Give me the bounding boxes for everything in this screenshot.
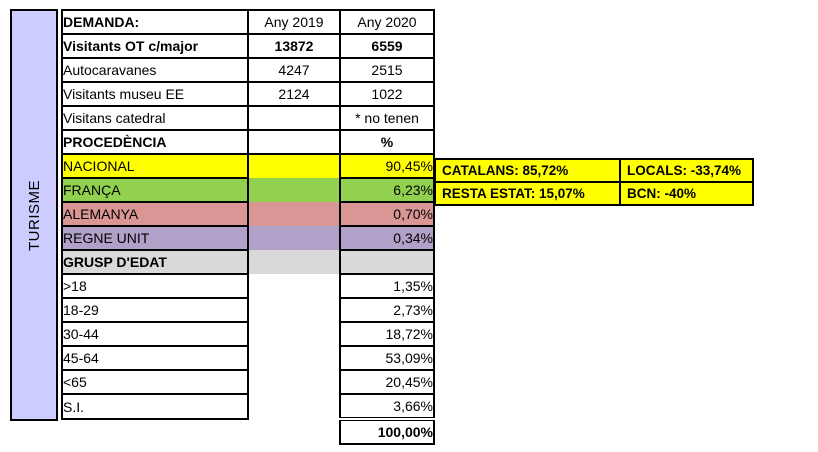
cell-procedencia-label: PROCEDÈNCIA [61,129,249,155]
row-age-si: S.I. 3,66% [61,393,435,420]
row-visitants-ot: Visitants OT c/major 13872 6559 [61,33,435,59]
cell-alemanya-2019 [247,202,341,226]
cell-grusp-label: GRUSP D'EDAT [61,249,249,275]
cell-30-44-2020: 18,72% [339,321,435,347]
demand-table: DEMANDA: Any 2019 Any 2020 Visitants OT … [61,9,435,445]
cell-45-64-2020: 53,09% [339,345,435,371]
cell-grusp-2020 [339,249,435,275]
cell-si-label: S.I. [61,393,249,420]
cell-franca-2019 [247,178,341,202]
cell-visitants-ot-2020: 6559 [339,33,435,59]
cell-30-44-2019 [248,322,340,346]
cell-catedral-2020: * no tenen [339,105,435,131]
cell-autocaravanes-label: Autocaravanes [61,57,249,83]
cell-regne-unit-2020: 0,34% [339,225,435,251]
row-age-30-44: 30-44 18,72% [61,321,435,347]
cell-visitants-ot-2019: 13872 [247,33,341,59]
row-age-45-64: 45-64 53,09% [61,345,435,371]
cell-nacional-2020: 90,45% [339,153,435,179]
cell-franca-2020: 6,23% [339,177,435,203]
cell-18-29-2020: 2,73% [339,297,435,323]
annotation-table: CATALANS: 85,72% LOCALS: -33,74% RESTA E… [434,158,754,206]
cell-grusp-2019 [247,250,341,274]
annotation-catalans: CATALANS: 85,72% [434,158,621,183]
row-catedral: Visitans catedral * no tenen [61,105,435,131]
row-alemanya: ALEMANYA 0,70% [61,201,435,227]
header-row: DEMANDA: Any 2019 Any 2020 [61,9,435,35]
annotation-bcn: BCN: -40% [619,181,754,206]
cell-franca-label: FRANÇA [61,177,249,203]
cell-total-2020: 100,00% [339,417,435,445]
cell-regne-unit-2019 [247,226,341,250]
annotation-locals: LOCALS: -33,74% [619,158,754,183]
annotation-row-1: CATALANS: 85,72% LOCALS: -33,74% [434,158,754,183]
row-grusp-dedat: GRUSP D'EDAT [61,249,435,275]
annotation-resta-estat: RESTA ESTAT: 15,07% [434,181,621,206]
cell-si-2020: 3,66% [339,393,435,420]
cell-autocaravanes-2019: 4247 [247,57,341,83]
annotation-row-2: RESTA ESTAT: 15,07% BCN: -40% [434,181,754,206]
cell-18-29-label: 18-29 [61,297,249,323]
cell-total-label [62,419,248,444]
row-museu: Visitants museu EE 2124 1022 [61,81,435,107]
cell-any2020-header: Any 2020 [339,9,435,35]
row-age-18-29: 18-29 2,73% [61,297,435,323]
cell-45-64-2019 [248,346,340,370]
cell-si-2019 [248,394,340,419]
cell-lt65-label: <65 [61,369,249,395]
cell-30-44-label: 30-44 [61,321,249,347]
cell-18-29-2019 [248,298,340,322]
cell-lt65-2019 [248,370,340,394]
cell-autocaravanes-2020: 2515 [339,57,435,83]
cell-alemanya-2020: 0,70% [339,201,435,227]
cell-45-64-label: 45-64 [61,345,249,371]
row-age-gt18: >18 1,35% [61,273,435,299]
row-franca: FRANÇA 6,23% [61,177,435,203]
cell-nacional-2019 [247,154,341,178]
row-nacional: NACIONAL 90,45% [61,153,435,179]
cell-regne-unit-label: REGNE UNIT [61,225,249,251]
row-total: 100,00% [62,417,435,445]
row-age-lt65: <65 20,45% [61,369,435,395]
cell-percent-header: % [339,129,435,155]
cell-catedral-label: Visitans catedral [61,105,249,131]
row-autocaravanes: Autocaravanes 4247 2515 [61,57,435,83]
cell-any2019-header: Any 2019 [247,9,341,35]
cell-demanda-header: DEMANDA: [61,9,249,35]
cell-gt18-label: >18 [61,273,249,299]
cell-lt65-2020: 20,45% [339,369,435,395]
turisme-sidebar: TURISME [10,9,58,421]
cell-gt18-2020: 1,35% [339,273,435,299]
row-regne-unit: REGNE UNIT 0,34% [61,225,435,251]
cell-nacional-label: NACIONAL [61,153,249,179]
cell-alemanya-label: ALEMANYA [61,201,249,227]
cell-total-2019 [248,419,340,444]
cell-museu-label: Visitants museu EE [61,81,249,107]
cell-visitants-ot-label: Visitants OT c/major [61,33,249,59]
cell-procedencia-2019 [247,129,341,155]
turisme-label: TURISME [25,179,43,251]
row-procedencia: PROCEDÈNCIA % [61,129,435,155]
cell-gt18-2019 [248,274,340,298]
cell-museu-2020: 1022 [339,81,435,107]
cell-museu-2019: 2124 [247,81,341,107]
cell-catedral-2019 [247,105,341,131]
